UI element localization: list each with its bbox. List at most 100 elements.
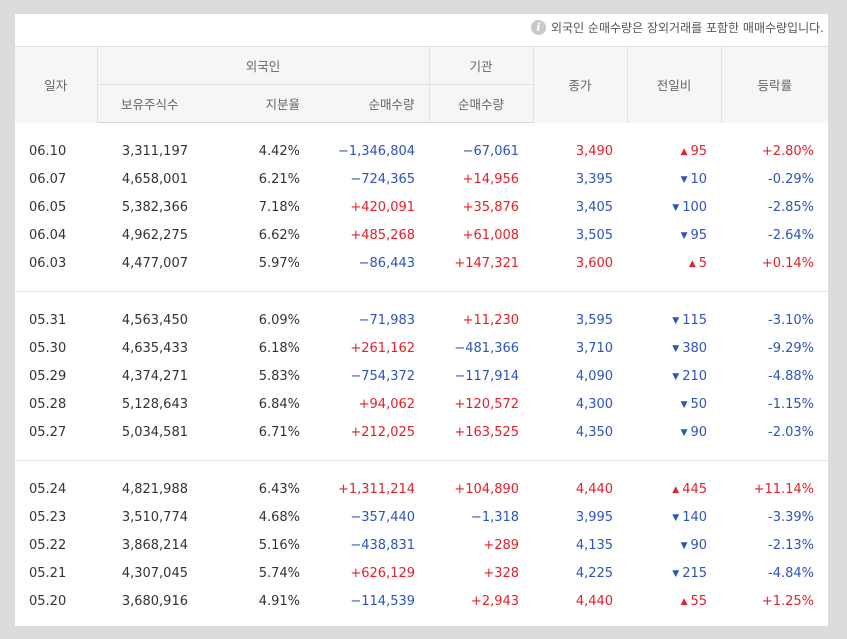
cell-close: 4,300 bbox=[575, 396, 614, 412]
triangle-down-icon: ▼ bbox=[672, 343, 680, 354]
cell-rate: -4.84% bbox=[768, 565, 815, 581]
cell-close: 3,490 bbox=[575, 143, 614, 159]
cell-holdings: 5,382,366 bbox=[121, 199, 188, 215]
cell-date: 05.23 bbox=[29, 509, 67, 525]
cell-holdings: 3,680,916 bbox=[121, 593, 188, 609]
cell-date: 05.21 bbox=[29, 565, 67, 581]
cell-rate: -1.15% bbox=[768, 396, 815, 412]
cell-change: ▼ 90 bbox=[627, 531, 721, 559]
table-row: 06.07 4,658,001 6.21% −724,365 +14,956 3,395 ▼… bbox=[15, 165, 828, 193]
change-value: 210 bbox=[682, 368, 708, 384]
cell-institution-net: +289 bbox=[483, 537, 520, 553]
cell-foreign-net: −86,443 bbox=[358, 255, 416, 271]
change-value: 90 bbox=[690, 537, 708, 553]
cell-ratio: 4.91% bbox=[258, 593, 300, 609]
table-row: 06.04 4,962,275 6.62% +485,268 +61,008 3,505 ▼… bbox=[15, 221, 828, 249]
notice-text: 외국인 순매수량은 장외거래를 포함한 매매수량입니다. bbox=[551, 20, 824, 35]
cell-holdings: 4,563,450 bbox=[121, 312, 188, 328]
cell-rate: +2.80% bbox=[761, 143, 815, 159]
cell-close: 3,995 bbox=[575, 509, 614, 525]
cell-change: ▲ 5 bbox=[627, 249, 721, 277]
cell-institution-net: −481,366 bbox=[454, 340, 520, 356]
notice-bar: i 외국인 순매수량은 장외거래를 포함한 매매수량입니다. bbox=[531, 18, 824, 36]
cell-rate: -0.29% bbox=[768, 171, 815, 187]
header-institution-net: 순매수량 bbox=[428, 84, 534, 123]
cell-change: ▲ 445 bbox=[627, 475, 721, 503]
table-row: 05.28 5,128,643 6.84% +94,062 +120,572 4,300 ▼… bbox=[15, 390, 828, 418]
cell-rate: +11.14% bbox=[753, 481, 815, 497]
cell-change: ▼ 140 bbox=[627, 503, 721, 531]
info-icon[interactable]: i bbox=[531, 19, 546, 35]
cell-date: 05.20 bbox=[29, 593, 67, 609]
group-spacer bbox=[15, 292, 828, 307]
change-value: 95 bbox=[690, 227, 708, 243]
triangle-up-icon: ▲ bbox=[688, 258, 696, 269]
cell-date: 05.24 bbox=[29, 481, 67, 497]
cell-foreign-net: +1,311,214 bbox=[337, 481, 416, 497]
header-change: 전일비 bbox=[626, 46, 722, 123]
cell-rate: -2.03% bbox=[768, 424, 815, 440]
table-row: 05.29 4,374,271 5.83% −754,372 −117,914 4,090… bbox=[15, 362, 828, 390]
cell-date: 06.05 bbox=[29, 199, 67, 215]
header-foreign-net: 순매수량 bbox=[314, 84, 430, 123]
cell-date: 06.07 bbox=[29, 171, 67, 187]
cell-date: 05.30 bbox=[29, 340, 67, 356]
cell-holdings: 4,658,001 bbox=[121, 171, 188, 187]
table-row: 06.10 3,311,197 4.42% −1,346,804 −67,061 3,49… bbox=[15, 137, 828, 165]
change-value: 140 bbox=[682, 509, 708, 525]
cell-ratio: 4.42% bbox=[258, 143, 300, 159]
spacer-cell bbox=[15, 292, 828, 307]
cell-change: ▼ 90 bbox=[627, 418, 721, 446]
cell-ratio: 5.74% bbox=[258, 565, 300, 581]
header-ratio: 지분율 bbox=[202, 84, 314, 123]
change-value: 10 bbox=[690, 171, 708, 187]
triangle-up-icon: ▲ bbox=[680, 146, 688, 157]
cell-holdings: 5,128,643 bbox=[121, 396, 188, 412]
header-institution: 기관 bbox=[428, 46, 534, 85]
cell-ratio: 6.21% bbox=[258, 171, 300, 187]
cell-date: 06.03 bbox=[29, 255, 67, 271]
cell-ratio: 6.71% bbox=[258, 424, 300, 440]
triangle-down-icon: ▼ bbox=[672, 568, 680, 579]
cell-foreign-net: −114,539 bbox=[350, 593, 416, 609]
triangle-down-icon: ▼ bbox=[672, 202, 680, 213]
cell-ratio: 6.62% bbox=[258, 227, 300, 243]
group-spacer bbox=[15, 461, 828, 476]
cell-ratio: 6.84% bbox=[258, 396, 300, 412]
table-row: 05.27 5,034,581 6.71% +212,025 +163,525 4,350… bbox=[15, 418, 828, 446]
cell-foreign-net: −724,365 bbox=[350, 171, 416, 187]
header-date: 일자 bbox=[15, 46, 97, 123]
spacer-cell bbox=[15, 615, 828, 629]
cell-holdings: 4,821,988 bbox=[121, 481, 188, 497]
cell-ratio: 5.83% bbox=[258, 368, 300, 384]
table-row: 05.22 3,868,214 5.16% −438,831 +289 4,135 ▼ 90 -… bbox=[15, 531, 828, 559]
triangle-down-icon: ▼ bbox=[680, 427, 688, 438]
cell-institution-net: +35,876 bbox=[462, 199, 520, 215]
group-spacer bbox=[15, 446, 828, 460]
change-value: 5 bbox=[698, 255, 708, 271]
table-row: 05.23 3,510,774 4.68% −357,440 −1,318 3,995 ▼ 1… bbox=[15, 503, 828, 531]
cell-foreign-net: +94,062 bbox=[358, 396, 416, 412]
cell-ratio: 7.18% bbox=[258, 199, 300, 215]
change-value: 55 bbox=[690, 593, 708, 609]
cell-institution-net: +120,572 bbox=[454, 396, 520, 412]
group-spacer bbox=[15, 615, 828, 629]
cell-close: 4,350 bbox=[575, 424, 614, 440]
cell-foreign-net: +485,268 bbox=[350, 227, 416, 243]
cell-foreign-net: −357,440 bbox=[350, 509, 416, 525]
cell-change: ▲ 55 bbox=[627, 587, 721, 615]
cell-change: ▼ 95 bbox=[627, 221, 721, 249]
triangle-down-icon: ▼ bbox=[680, 399, 688, 410]
cell-holdings: 4,635,433 bbox=[121, 340, 188, 356]
cell-foreign-net: +212,025 bbox=[350, 424, 416, 440]
cell-foreign-net: −438,831 bbox=[350, 537, 416, 553]
change-value: 215 bbox=[682, 565, 708, 581]
cell-date: 05.28 bbox=[29, 396, 67, 412]
cell-institution-net: −67,061 bbox=[462, 143, 520, 159]
cell-rate: -3.10% bbox=[768, 312, 815, 328]
triangle-down-icon: ▼ bbox=[672, 315, 680, 326]
cell-close: 4,440 bbox=[575, 593, 614, 609]
cell-institution-net: +14,956 bbox=[462, 171, 520, 187]
triangle-down-icon: ▼ bbox=[672, 371, 680, 382]
triangle-down-icon: ▼ bbox=[680, 174, 688, 185]
